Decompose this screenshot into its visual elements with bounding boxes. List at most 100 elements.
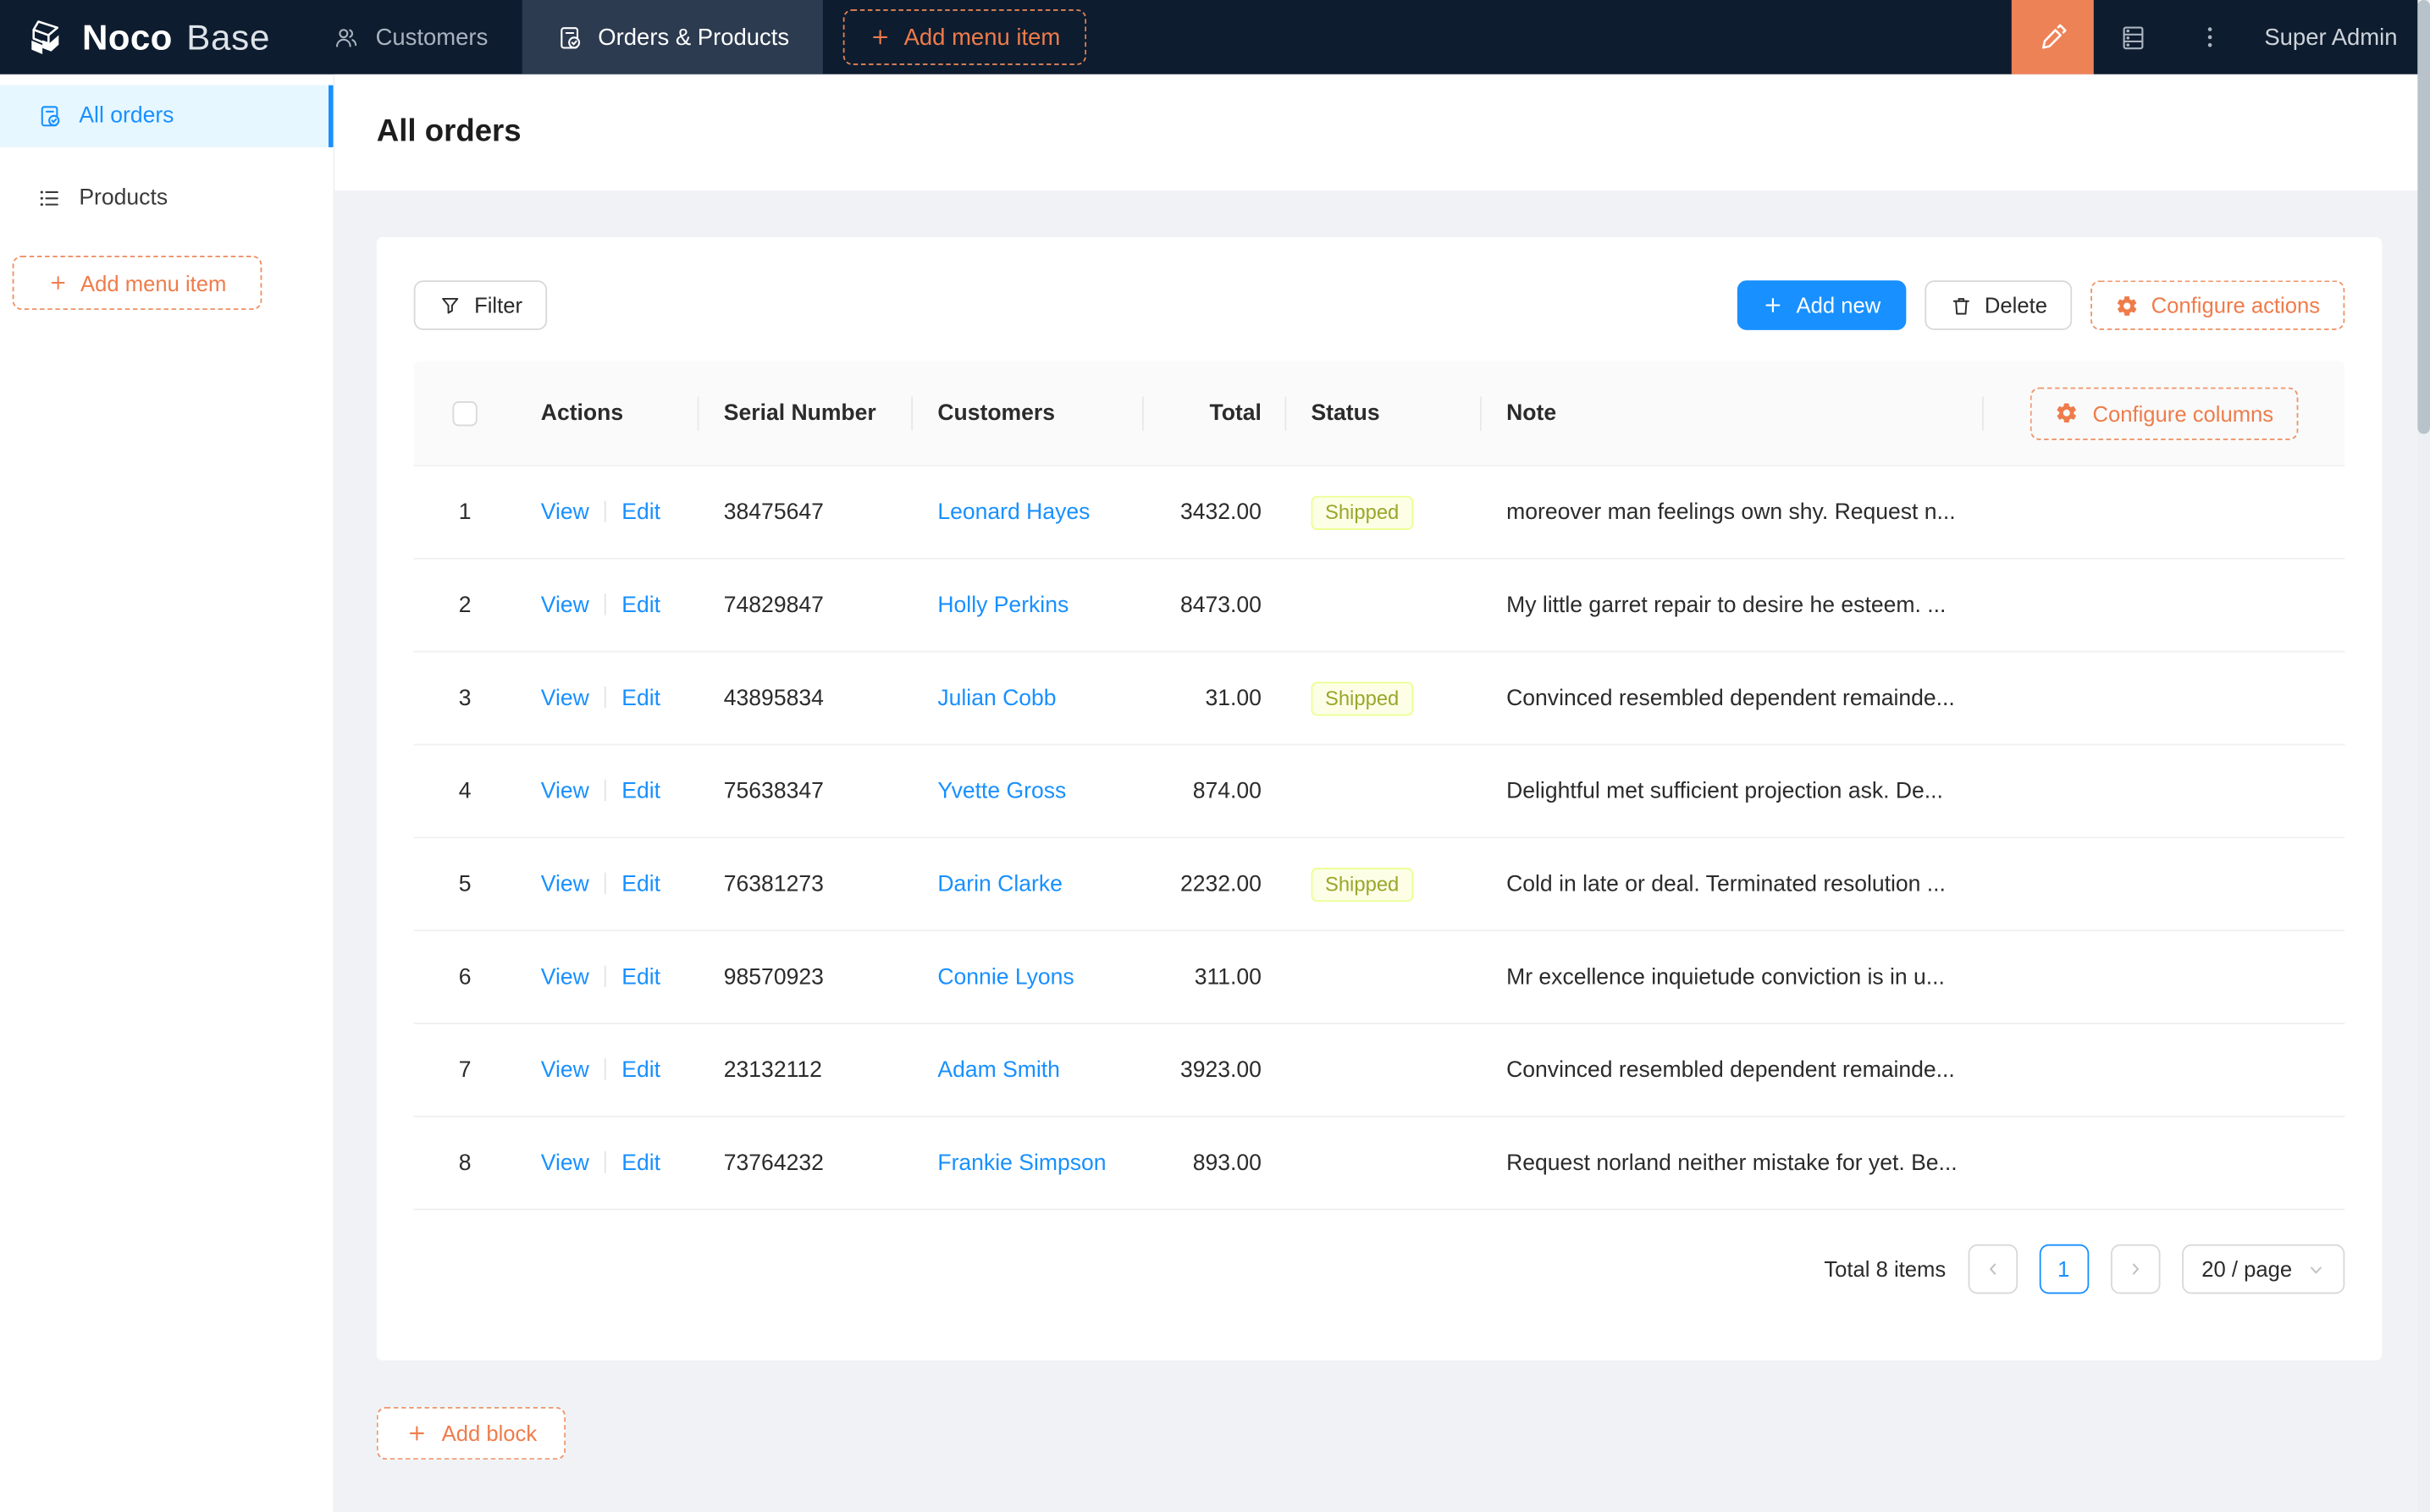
view-link[interactable]: View [540,685,589,711]
serial-number-cell: 38475647 [723,499,824,525]
trash-icon [1952,297,1969,314]
edit-link[interactable]: Edit [621,871,661,897]
database-icon [2122,25,2143,49]
pagination-next-button[interactable] [2110,1244,2160,1294]
header-cell-status: Status [1286,400,1482,425]
configure-actions-button[interactable]: Configure actions [2090,280,2345,330]
page-size-select[interactable]: 20 / page [2181,1244,2345,1294]
customer-link[interactable]: Darin Clarke [937,871,1063,897]
customer-cell: Julian Cobb [913,686,1144,710]
nav-tab-orders-products[interactable]: Orders & Products [522,0,824,74]
action-divider [605,499,606,521]
view-link[interactable]: View [540,964,589,990]
note-cell: Request norland neither mistake for yet.… [1506,1151,1958,1176]
customer-link[interactable]: Julian Cobb [937,685,1057,711]
table-toolbar: Filter Add new Delete [413,280,2345,330]
plus-icon [1765,298,1781,313]
edit-link[interactable]: Edit [621,1057,661,1083]
action-divider [605,964,606,987]
configure-columns-button[interactable]: Configure columns [2030,386,2299,439]
pagination-page-1[interactable]: 1 [2039,1244,2089,1294]
page-content: Filter Add new Delete [334,190,2430,1512]
row-index: 5 [458,871,472,897]
row-index-cell[interactable]: 7 [414,1057,516,1082]
customer-link[interactable]: Holly Perkins [937,593,1069,618]
table-body: 1 View Edit 38475647 Leonard Hayes 3432.0… [413,466,2345,1211]
delete-button[interactable]: Delete [1924,280,2073,330]
app-logo[interactable]: Noco Base [0,0,300,74]
row-index-cell[interactable]: 6 [414,964,516,989]
view-link[interactable]: View [540,593,589,618]
orders-table: Actions Serial Number Customers Total St… [413,361,2345,1211]
total-cell: 3923.00 [1179,1057,1262,1083]
header-cell-total: Total [1144,400,1286,425]
view-link[interactable]: View [540,871,589,897]
edit-link[interactable]: Edit [621,685,661,711]
view-link[interactable]: View [540,778,589,804]
select-all-checkbox[interactable] [452,400,478,426]
actions-cell: View Edit [516,499,699,525]
action-divider [605,778,606,801]
total-cell: 8473.00 [1179,593,1262,618]
app-body: All orders Products Add menu item All or… [0,74,2430,1512]
chevron-down-icon [2311,1266,2322,1273]
view-link[interactable]: View [540,1057,589,1083]
add-block-label: Add block [441,1421,538,1446]
row-index: 7 [458,1057,472,1083]
user-menu[interactable]: Super Admin [2264,24,2398,51]
row-index-cell[interactable]: 5 [414,872,516,897]
view-link[interactable]: View [540,1151,589,1176]
filter-button[interactable]: Filter [413,280,548,330]
ui-editor-button[interactable] [2012,0,2095,74]
customer-link[interactable]: Leonard Hayes [937,499,1091,525]
status-cell: Shipped [1286,867,1482,902]
page-size-value: 20 / page [2201,1256,2293,1282]
note-cell: Mr excellence inquietude conviction is i… [1506,964,1945,990]
row-index-cell[interactable]: 1 [414,499,516,524]
customer-link[interactable]: Adam Smith [937,1057,1060,1083]
edit-link[interactable]: Edit [621,778,661,804]
action-divider [605,1151,606,1173]
add-block-button[interactable]: Add block [376,1406,566,1460]
sidebar-item-products[interactable]: Products [0,168,334,229]
edit-link[interactable]: Edit [621,593,661,618]
customer-link[interactable]: Yvette Gross [937,778,1067,804]
top-navbar: Noco Base Customers Orders & [0,0,2430,74]
note-cell: Cold in late or deal. Terminated resolut… [1506,871,1946,897]
sidebar: All orders Products Add menu item [0,74,335,1512]
collections-button[interactable] [2094,0,2172,74]
actions-cell: View Edit [516,593,699,617]
customer-link[interactable]: Frankie Simpson [937,1151,1107,1176]
users-icon [336,28,357,47]
actions-cell: View Edit [516,1151,699,1175]
logo-text-bold: Noco [82,16,173,57]
scrollbar-thumb[interactable] [2417,0,2430,434]
add-menu-item-button-navbar[interactable]: Add menu item [843,8,1087,65]
row-index: 4 [458,778,472,804]
note-cell: moreover man feelings own shy. Request n… [1506,499,1956,525]
table-row: 2 View Edit 74829847 Holly Perkins 8473.0… [413,560,2345,653]
row-index-cell[interactable]: 4 [414,779,516,803]
edit-link[interactable]: Edit [621,499,661,525]
edit-link[interactable]: Edit [621,1151,661,1176]
add-menu-item-button-sidebar[interactable]: Add menu item [12,256,262,311]
add-new-button[interactable]: Add new [1737,280,1906,330]
more-actions-button[interactable] [2172,0,2250,74]
row-index-cell[interactable]: 3 [414,686,516,710]
page-header: All orders [334,74,2430,191]
actions-cell: View Edit [516,1057,699,1083]
nav-tab-customers[interactable]: Customers [300,0,522,74]
row-index-cell[interactable]: 8 [414,1151,516,1175]
page-scrollbar[interactable] [2417,0,2430,1512]
view-link[interactable]: View [540,499,589,525]
status-cell: Shipped [1286,681,1482,715]
pagination-prev-button[interactable] [1967,1244,2018,1294]
sidebar-item-all-orders[interactable]: All orders [0,85,334,147]
customer-link[interactable]: Connie Lyons [937,964,1074,990]
action-divider [605,685,606,708]
customer-cell: Frankie Simpson [913,1151,1144,1175]
row-index-cell[interactable]: 2 [414,593,516,617]
edit-link[interactable]: Edit [621,964,661,990]
row-index: 3 [458,685,472,711]
